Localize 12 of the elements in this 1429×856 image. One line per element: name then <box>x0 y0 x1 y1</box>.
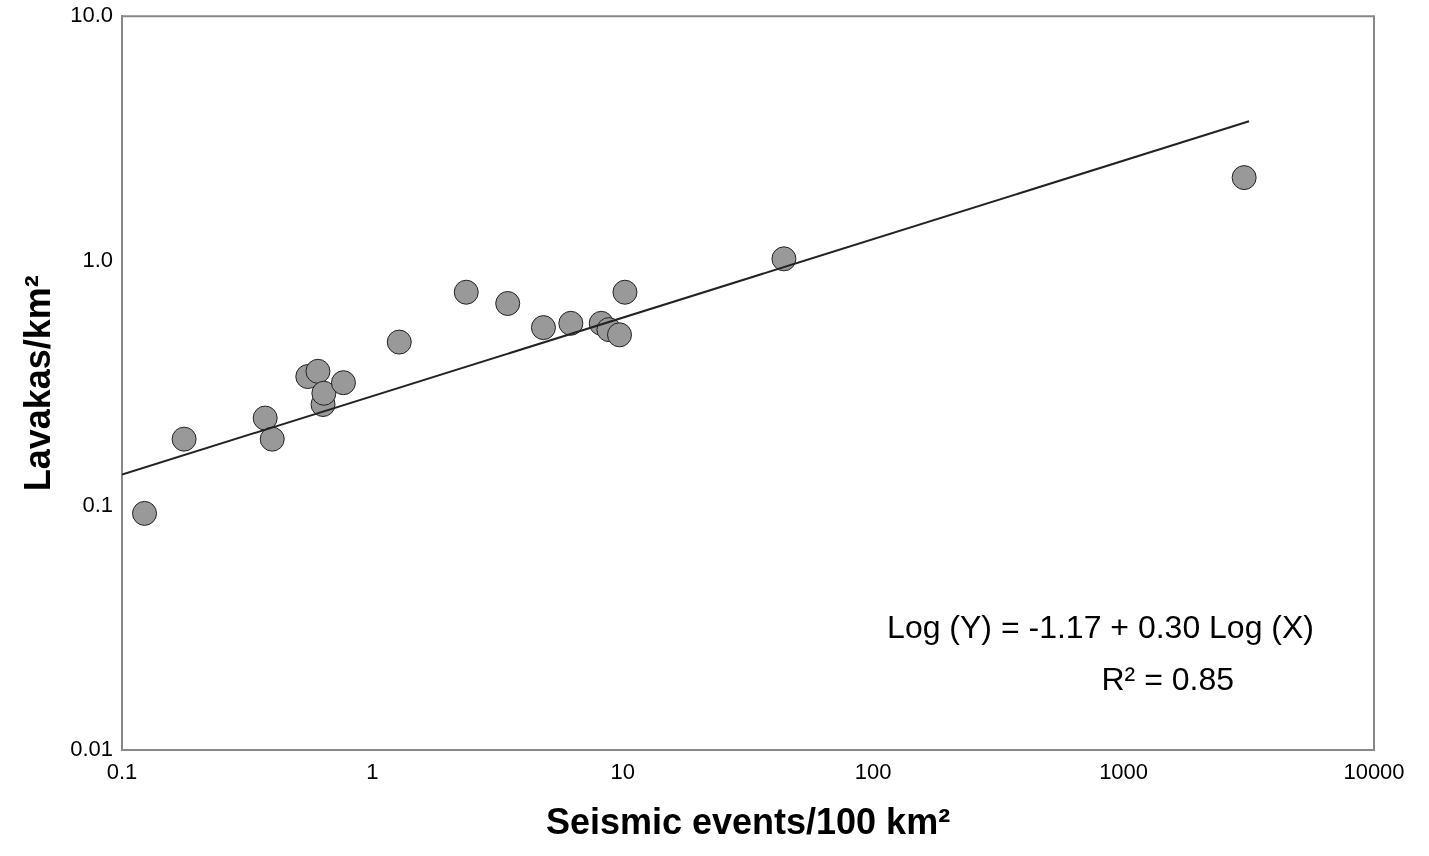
annotation: R² = 0.85 <box>1101 661 1234 698</box>
x-tick-label: 10 <box>610 758 636 784</box>
x-axis-title: Seismic events/100 km² <box>545 801 951 843</box>
y-tick-label: 10.0 <box>70 2 114 28</box>
y-axis-title: Lavakas/km² <box>16 275 58 492</box>
x-tick-label: 1 <box>366 758 379 784</box>
x-tick-label: 100 <box>854 758 892 784</box>
y-tick-label: 0.1 <box>82 491 114 517</box>
x-tick-label: 1000 <box>1099 758 1149 784</box>
annotation: Log (Y) = -1.17 + 0.30 Log (X) <box>887 609 1314 646</box>
x-tick-label: 10000 <box>1343 758 1405 784</box>
y-tick-label: 1.0 <box>82 247 114 272</box>
